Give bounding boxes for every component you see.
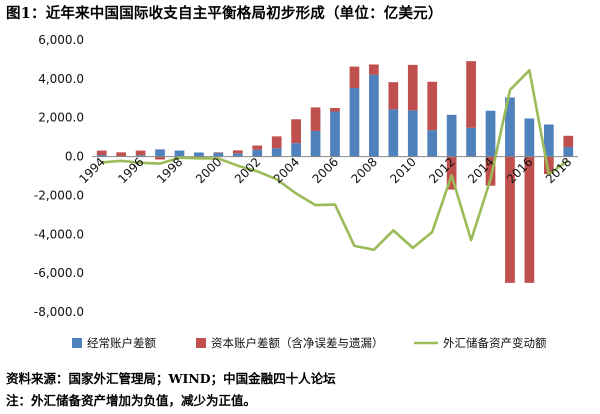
legend-current-account-swatch <box>72 338 82 348</box>
capital-account-bar <box>369 64 379 75</box>
capital-account-bar <box>427 81 438 131</box>
capital-account-bar <box>505 156 515 283</box>
x-tick-label: 2008 <box>349 155 380 186</box>
capital-account-bar <box>543 156 554 175</box>
y-tick-label: -2,000.0 <box>34 188 84 202</box>
current-account-bar <box>407 110 418 157</box>
capital-account-bar <box>271 136 282 149</box>
capital-account-bar <box>291 119 301 144</box>
capital-account-bar <box>524 156 535 283</box>
x-tick-label: 2004 <box>271 155 302 186</box>
capital-account-bar <box>563 135 574 148</box>
current-account-bar <box>388 109 399 157</box>
current-account-bar <box>96 155 107 157</box>
capital-account-bar <box>466 61 476 128</box>
current-account-bar <box>213 152 224 157</box>
current-account-bar <box>330 111 340 157</box>
capital-account-bar <box>349 66 360 88</box>
capital-account-bar <box>407 64 418 111</box>
current-account-bar <box>466 127 476 157</box>
chart-title: 图1：近年来中国国际收支自主平衡格局初步形成（单位：亿美元） <box>6 5 443 22</box>
capital-account-bar <box>232 150 243 154</box>
y-tick-label: 0.0 <box>65 150 84 164</box>
capital-account-bar <box>116 152 127 157</box>
x-tick-label: 2006 <box>310 155 341 186</box>
legend: 经常账户差额 资本账户差额（含净误差与遗漏） 外汇储备资产变动额 <box>72 336 547 350</box>
capital-account-bar <box>310 107 321 131</box>
capital-account-bar <box>155 156 165 160</box>
y-tick-label: 6,000.0 <box>38 33 84 47</box>
current-account-bar <box>446 114 457 157</box>
current-account-bar <box>349 87 360 157</box>
current-account-bar <box>524 118 535 157</box>
capital-account-bar <box>388 82 399 110</box>
x-tick-label: 2010 <box>387 155 418 186</box>
capital-account-bar <box>213 152 224 153</box>
current-account-bar <box>563 147 574 157</box>
capital-account-bar <box>330 108 340 112</box>
legend-reserve-change-label: 外汇储备资产变动额 <box>443 336 547 350</box>
reserve-change-line <box>101 69 570 252</box>
bar-series <box>96 61 574 283</box>
capital-account-bar <box>485 156 496 186</box>
y-tick-label: 2,000.0 <box>38 111 84 125</box>
current-account-bar <box>485 110 496 157</box>
capital-account-bar <box>252 145 263 150</box>
y-tick-label: 4,000.0 <box>38 72 84 86</box>
current-account-bar <box>135 155 146 157</box>
x-tick-label: 1998 <box>154 155 185 186</box>
current-account-bar <box>155 149 165 157</box>
x-axis: 1994 1996 1998 2000 2002 2004 2006 2008 2010 2012… <box>76 155 574 186</box>
line-series <box>101 69 570 252</box>
legend-capital-account-label: 资本账户差额（含净误差与遗漏） <box>211 336 384 350</box>
y-tick-label: -8,000.0 <box>34 305 84 319</box>
sign-note: 注：外汇储备资产增加为负值，减少为正值。 <box>6 393 257 408</box>
capital-account-bar <box>135 150 146 156</box>
current-account-bar <box>291 143 301 157</box>
x-tick-label: 1996 <box>115 155 146 186</box>
capital-account-bar <box>96 150 107 156</box>
legend-current-account-label: 经常账户差额 <box>87 336 156 350</box>
current-account-bar <box>543 124 554 157</box>
y-axis: -8,000.0 -6,000.0 -4,000.0 -2,000.0 0.0 2,000… <box>34 33 84 319</box>
y-tick-label: -4,000.0 <box>34 227 84 241</box>
y-tick-label: -6,000.0 <box>34 266 84 280</box>
current-account-bar <box>174 150 185 157</box>
current-account-bar <box>194 152 204 157</box>
current-account-bar <box>505 97 515 157</box>
current-account-bar <box>252 149 263 157</box>
capital-account-bar <box>446 156 457 190</box>
current-account-bar <box>369 74 379 157</box>
legend-capital-account-swatch <box>196 338 206 348</box>
current-account-bar <box>427 130 438 157</box>
current-account-bar <box>271 148 282 157</box>
source-note: 资料来源：国家外汇管理局；WIND；中国金融四十人论坛 <box>6 371 336 386</box>
current-account-bar <box>232 153 243 157</box>
current-account-bar <box>310 130 321 157</box>
